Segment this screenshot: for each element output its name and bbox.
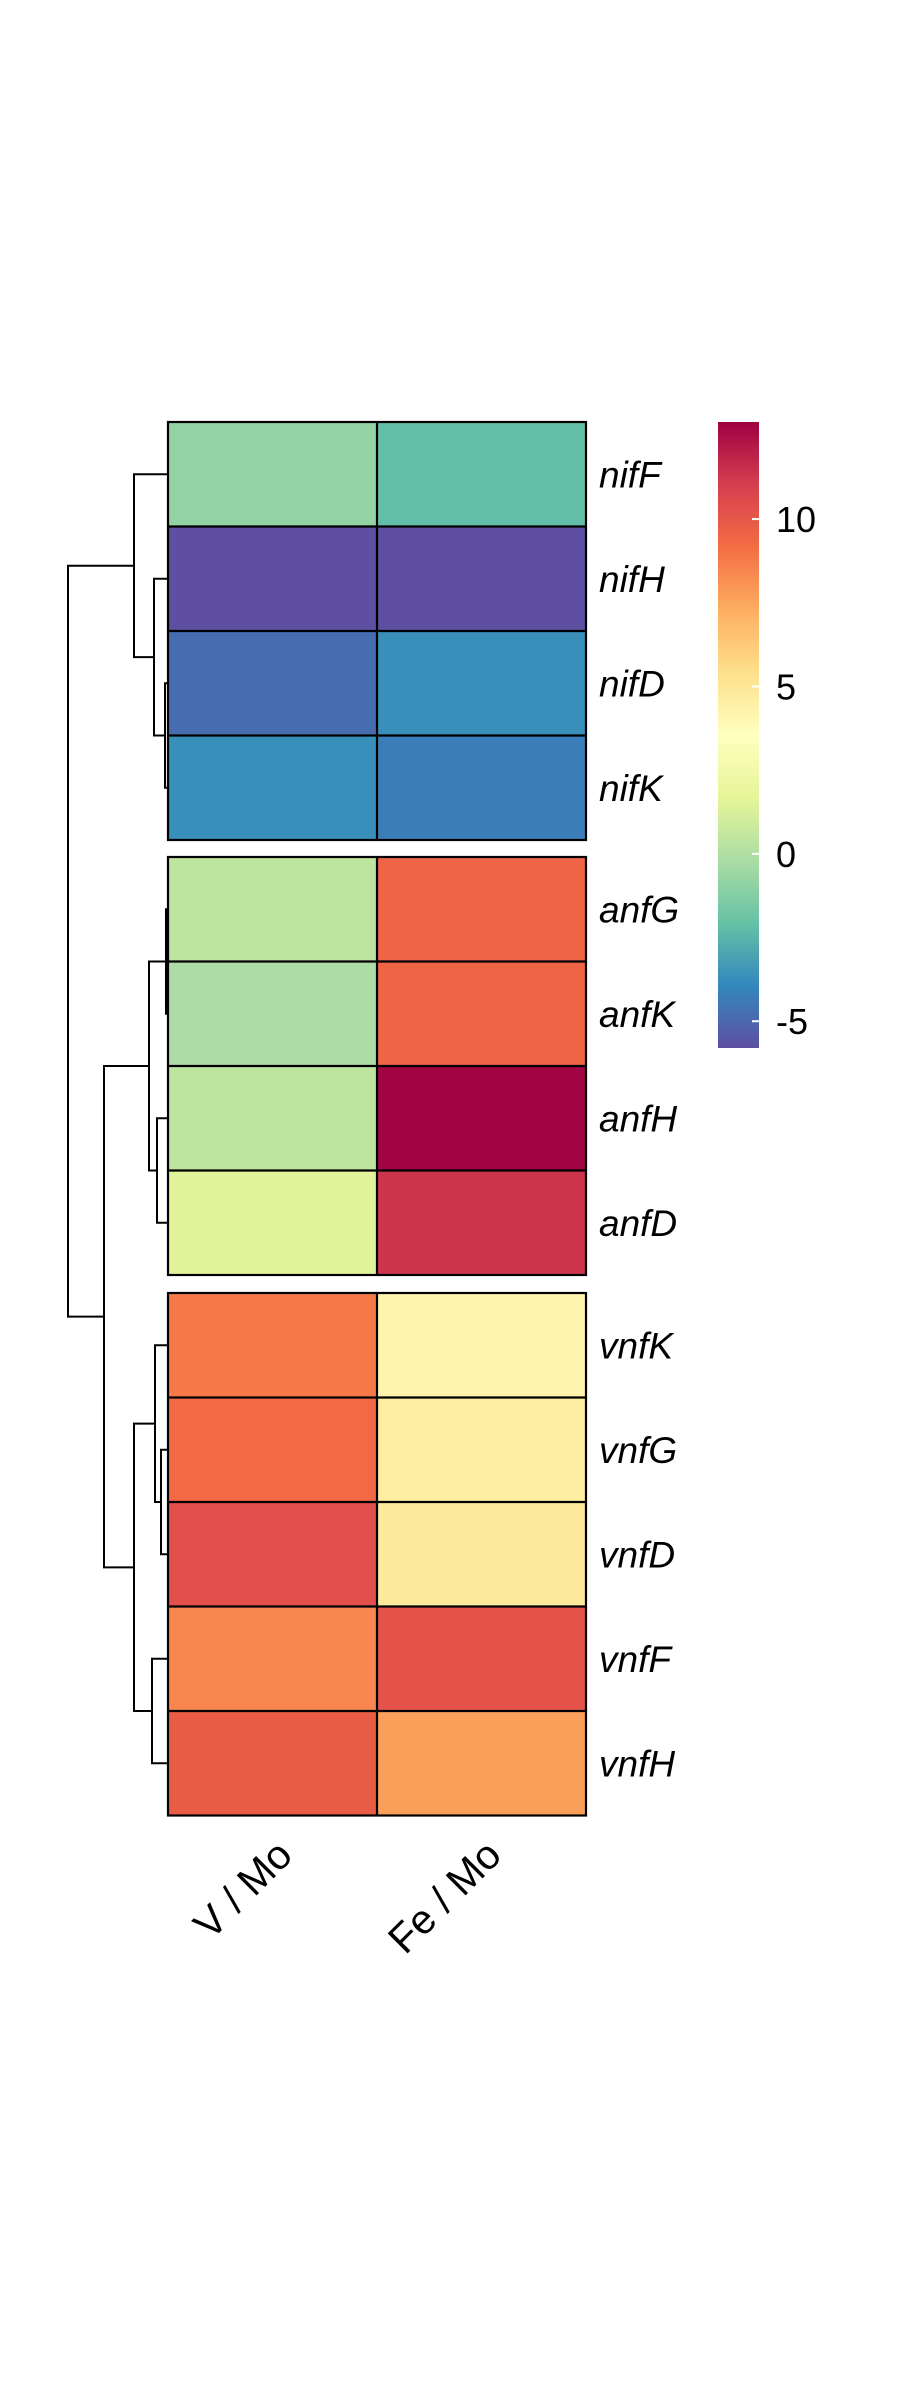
heatmap-cells [168, 422, 586, 1816]
heatmap-cell [168, 857, 377, 962]
heatmap-cell [168, 1711, 377, 1816]
row-labels: nifF nifH nifD nifK anfG anfK anfH anfD vnfK vnfG… [599, 454, 679, 1784]
dendrogram-branch [133, 473, 168, 659]
heatmap-cell [168, 526, 377, 631]
row-label: vnfD [599, 1534, 675, 1575]
row-label: vnfK [599, 1325, 675, 1366]
heatmap-cell [168, 1293, 377, 1398]
dendrogram-branch [151, 1657, 168, 1765]
heatmap-cell [377, 1293, 586, 1398]
row-label: vnfF [599, 1639, 673, 1680]
heatmap-cell [168, 1170, 377, 1275]
heatmap-cell [168, 1397, 377, 1502]
dendrogram-branch [103, 1065, 149, 1569]
row-label: anfD [599, 1203, 677, 1244]
column-label: Fe / Mo [379, 1831, 510, 1962]
heatmap-cell [168, 735, 377, 840]
heatmap-cell [168, 1066, 377, 1171]
heatmap-cell [377, 857, 586, 962]
heatmap-cell [377, 1066, 586, 1171]
legend-tick-label: 5 [776, 666, 796, 707]
row-label: vnfG [599, 1430, 677, 1471]
heatmap-cell [377, 1502, 586, 1607]
legend-tick-label: 10 [776, 499, 816, 540]
row-label: anfK [599, 994, 677, 1035]
legend-tick-label: -5 [776, 1001, 808, 1042]
column-label: V / Mo [185, 1831, 301, 1947]
heatmap-cell [377, 1397, 586, 1502]
heatmap-cell [168, 1502, 377, 1607]
row-dendrogram [67, 473, 168, 1765]
dendrogram-branch [156, 1117, 168, 1224]
heatmap-cell [377, 631, 586, 736]
heatmap-cell [377, 1170, 586, 1275]
row-label: nifK [599, 768, 665, 809]
row-label: vnfH [599, 1743, 675, 1784]
heatmap-cell [377, 1711, 586, 1816]
legend-tick-label: 0 [776, 834, 796, 875]
heatmap-cell [168, 631, 377, 736]
dendrogram-branch [67, 564, 134, 1318]
legend-color-bar [718, 422, 759, 1048]
heatmap-cell [377, 526, 586, 631]
row-label: nifD [599, 663, 665, 704]
heatmap-cell [377, 735, 586, 840]
column-labels: V / Mo Fe / Mo [185, 1831, 510, 1962]
heatmap-cell [168, 961, 377, 1066]
row-label: nifF [599, 454, 663, 495]
heatmap-cell [377, 422, 586, 527]
heatmap-borders [166, 420, 588, 1817]
row-label: nifH [599, 559, 665, 600]
heatmap-cell [377, 961, 586, 1066]
heatmap-cell [168, 422, 377, 527]
row-label: anfH [599, 1098, 677, 1139]
heatmap-cell [168, 1606, 377, 1711]
row-label: anfG [599, 889, 679, 930]
heatmap-cell [377, 1606, 586, 1711]
color-legend: 10 5 0 -5 [718, 422, 816, 1048]
